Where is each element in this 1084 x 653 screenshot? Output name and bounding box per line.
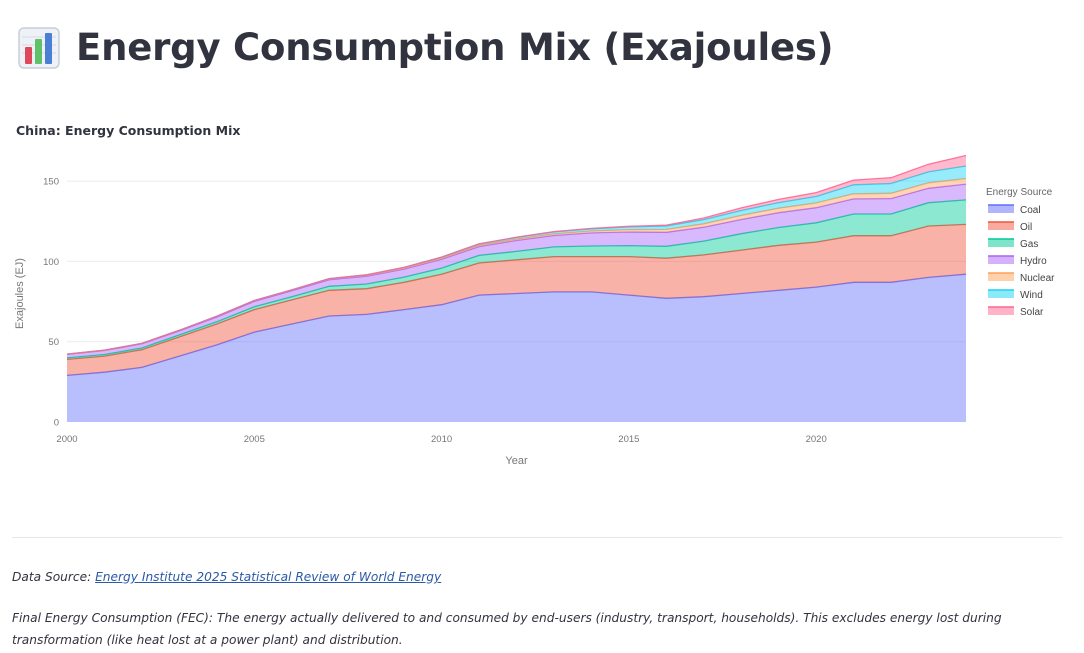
area-hydro — [67, 184, 966, 358]
line-hydro — [66, 183, 967, 356]
line-oil — [66, 223, 967, 361]
bar-chart-icon — [18, 26, 60, 69]
fec-note: Final Energy Consumption (FEC): The ener… — [12, 611, 1002, 647]
y-tick-label: 150 — [43, 177, 59, 188]
y-tick-label: 0 — [54, 418, 59, 429]
legend-label-solar: Solar — [1020, 307, 1044, 318]
legend-swatch-gas — [988, 239, 1014, 247]
legend-label-hydro: Hydro — [1020, 256, 1047, 267]
page-title: Energy Consumption Mix (Exajoules) — [76, 26, 834, 69]
data-source: Data Source: Energy Institute 2025 Stati… — [12, 570, 441, 584]
legend-label-wind: Wind — [1020, 290, 1043, 301]
legend-title: Energy Source — [986, 187, 1053, 198]
x-tick-label: 2015 — [618, 434, 639, 445]
chart-title: China: Energy Consumption Mix — [16, 123, 241, 138]
area-wind — [67, 166, 966, 355]
legend-label-gas: Gas — [1020, 239, 1038, 250]
legend-label-nuclear: Nuclear — [1020, 273, 1055, 284]
x-tick-label: 2000 — [56, 434, 77, 445]
stacked-area-chart: 0 50 100 150 2000 2005 2010 2015 2020 Year Exajoul… — [14, 154, 1055, 467]
legend-swatch-solar — [988, 307, 1014, 315]
legend-swatch-nuclear — [988, 273, 1014, 281]
legend-swatch-coal — [988, 205, 1014, 213]
area-gas — [67, 199, 966, 360]
legend-label-oil: Oil — [1020, 222, 1032, 233]
y-tick-label: 50 — [48, 337, 59, 348]
area-oil — [67, 224, 966, 376]
legend-swatch-wind — [988, 290, 1014, 298]
x-tick-label: 2020 — [806, 434, 827, 445]
line-solar — [66, 154, 967, 355]
line-gas — [66, 199, 967, 359]
page-header: Energy Consumption Mix (Exajoules) — [18, 26, 834, 69]
legend-label-coal: Coal — [1020, 205, 1041, 216]
line-coal — [66, 273, 967, 377]
data-source-label: Data Source: — [12, 570, 96, 584]
y-axis-title: Exajoules (EJ) — [14, 258, 26, 329]
area-coal — [67, 274, 966, 422]
y-tick-label: 100 — [43, 257, 59, 268]
divider — [12, 537, 1062, 538]
area-nuclear — [67, 178, 966, 355]
legend-swatch-oil — [988, 222, 1014, 230]
legend-swatch-hydro — [988, 256, 1014, 264]
x-axis-title: Year — [505, 455, 528, 467]
x-tick-label: 2005 — [244, 434, 265, 445]
x-tick-label: 2010 — [431, 434, 452, 445]
data-source-link[interactable]: Energy Institute 2025 Statistical Review… — [95, 570, 442, 584]
